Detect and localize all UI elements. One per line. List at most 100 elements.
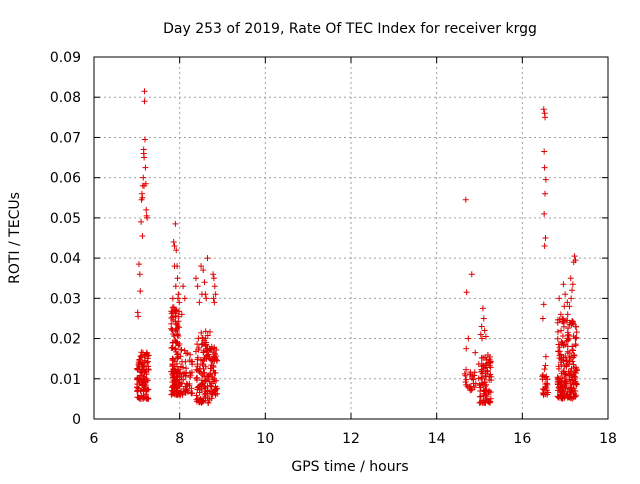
data-point xyxy=(557,351,564,358)
data-point xyxy=(139,194,146,201)
data-point xyxy=(541,243,548,250)
x-tick-label: 8 xyxy=(175,431,184,447)
data-point xyxy=(135,359,142,366)
data-point xyxy=(572,341,579,348)
data-point xyxy=(210,275,217,282)
data-point xyxy=(141,88,148,95)
data-point xyxy=(172,307,179,314)
data-point xyxy=(168,368,175,375)
data-point xyxy=(558,338,565,345)
data-point xyxy=(172,283,179,290)
data-point xyxy=(475,375,482,382)
data-point xyxy=(542,362,549,369)
data-point xyxy=(554,328,561,335)
data-point xyxy=(565,337,572,344)
data-point xyxy=(486,353,493,360)
data-point xyxy=(187,351,194,358)
data-point xyxy=(202,394,209,401)
x-tick-label: 16 xyxy=(513,431,531,447)
data-point xyxy=(568,295,575,302)
data-point xyxy=(570,347,577,354)
data-point xyxy=(141,136,148,143)
data-point xyxy=(214,390,221,397)
data-point xyxy=(555,348,562,355)
data-point xyxy=(168,314,175,321)
data-point xyxy=(541,366,548,373)
data-point xyxy=(463,289,470,296)
chart-title: Day 253 of 2019, Rate Of TEC Index for r… xyxy=(163,21,537,37)
x-tick-label: 14 xyxy=(428,431,446,447)
data-point xyxy=(210,353,217,360)
data-point xyxy=(210,295,217,302)
data-point xyxy=(135,387,142,394)
data-point xyxy=(542,176,549,183)
data-point xyxy=(561,363,568,370)
data-point xyxy=(565,325,572,332)
data-point xyxy=(542,235,549,241)
data-point xyxy=(478,368,485,375)
data-point xyxy=(204,332,211,339)
data-point xyxy=(573,323,580,330)
x-axis-label: GPS time / hours xyxy=(291,459,408,475)
data-point xyxy=(212,291,219,298)
data-point xyxy=(540,301,547,308)
data-point xyxy=(539,315,546,322)
data-point xyxy=(179,364,186,371)
data-point xyxy=(466,371,473,378)
data-point xyxy=(572,380,579,387)
data-point xyxy=(182,383,189,390)
data-point xyxy=(541,164,548,171)
data-point xyxy=(480,315,487,322)
data-point xyxy=(478,323,485,330)
data-point xyxy=(472,349,479,356)
data-point xyxy=(572,335,579,342)
data-point xyxy=(486,399,493,406)
data-point xyxy=(466,383,473,390)
data-point xyxy=(477,331,484,338)
data-point xyxy=(486,388,493,395)
data-point xyxy=(565,331,572,338)
data-point xyxy=(558,389,565,396)
data-point xyxy=(554,335,561,342)
data-point xyxy=(198,377,205,384)
data-point xyxy=(462,379,469,386)
data-point xyxy=(170,304,177,311)
data-point xyxy=(477,384,484,391)
data-point xyxy=(487,395,494,402)
data-point xyxy=(468,271,475,278)
data-point xyxy=(198,329,205,336)
data-point xyxy=(566,350,573,357)
data-point xyxy=(200,267,207,274)
data-point xyxy=(172,310,179,317)
data-point xyxy=(555,341,562,348)
data-point xyxy=(463,345,470,352)
data-point xyxy=(203,295,210,302)
data-point xyxy=(542,190,549,197)
data-point xyxy=(468,375,475,382)
axis-ticks: 6 8 10 12 14 16 18 0 0.01 0.02 0.03 0.04 0.05 0.06 0.0… xyxy=(50,50,617,447)
data-point xyxy=(563,338,570,345)
data-point xyxy=(180,371,187,378)
data-point xyxy=(540,106,547,113)
data-point xyxy=(561,303,568,310)
data-point xyxy=(573,392,580,399)
data-point xyxy=(486,376,493,383)
data-point xyxy=(181,347,188,354)
data-point xyxy=(569,317,576,324)
data-point xyxy=(142,164,149,171)
data-point xyxy=(140,174,147,181)
data-point xyxy=(202,339,209,346)
data-point xyxy=(484,368,491,375)
data-point xyxy=(195,383,202,390)
data-point xyxy=(168,391,175,398)
data-point xyxy=(555,384,562,391)
data-point xyxy=(463,382,470,389)
data-point xyxy=(178,346,185,353)
data-point xyxy=(570,354,577,361)
data-point xyxy=(207,370,214,377)
data-point xyxy=(569,346,576,353)
x-tick-label: 10 xyxy=(256,431,274,447)
data-point xyxy=(196,368,203,375)
data-point xyxy=(570,351,577,358)
data-point xyxy=(194,363,201,370)
